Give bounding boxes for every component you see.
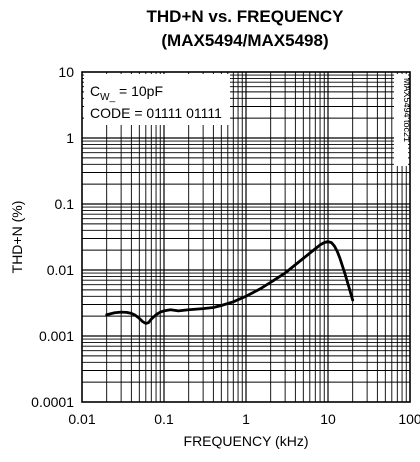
chart-title-line1: THD+N vs. FREQUENCY xyxy=(147,7,345,26)
y-axis-label: THD+N (%) xyxy=(9,201,25,274)
y-tick-label: 0.0001 xyxy=(31,394,74,410)
y-tick-label: 0.001 xyxy=(39,328,74,344)
y-tick-label: 10 xyxy=(58,64,74,80)
x-tick-label: 1 xyxy=(242,411,250,427)
x-tick-label: 0.01 xyxy=(68,411,95,427)
plot-frame xyxy=(81,71,411,403)
annotation-box: CW_ = 10pF CODE = 01111 01111 xyxy=(84,74,230,125)
x-tick-label: 0.1 xyxy=(154,411,174,427)
series-line-thd-n xyxy=(105,240,355,325)
annotation-line2: CODE = 01111 01111 xyxy=(90,105,222,121)
grid xyxy=(82,72,410,402)
y-tick-label: 0.01 xyxy=(47,262,74,278)
side-label-box: MAX5494 toc21 xyxy=(394,74,412,166)
figure-id-label: MAX5494 toc21 xyxy=(402,78,412,142)
y-tick-label: 1 xyxy=(66,130,74,146)
chart-title-line2: (MAX5494/MAX5498) xyxy=(161,31,328,50)
y-tick-label: 0.1 xyxy=(55,196,75,212)
annotation-line1: CW_ = 10pF xyxy=(90,83,163,103)
y-tick-labels: 10 1 0.1 0.01 0.001 0.0001 xyxy=(31,64,74,410)
x-tick-label: 100 xyxy=(398,411,420,427)
x-axis-label: FREQUENCY (kHz) xyxy=(184,433,309,449)
x-tick-label: 10 xyxy=(320,411,336,427)
x-tick-labels: 0.01 0.1 1 10 100 xyxy=(68,411,420,427)
